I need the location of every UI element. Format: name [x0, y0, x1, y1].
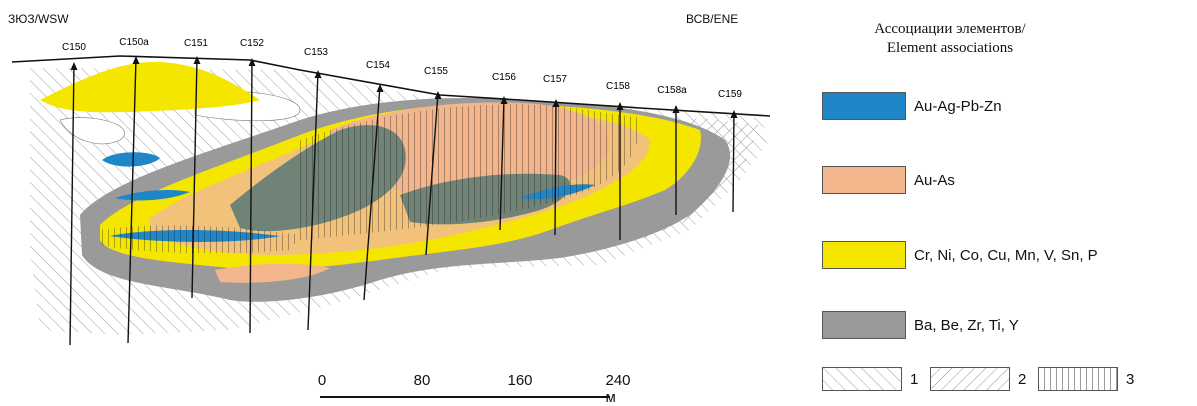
scale-tick-label: 0 [317, 372, 327, 389]
legend-pattern-label: 3 [1126, 370, 1135, 388]
borehole-line [732, 111, 735, 213]
legend-label: Au-Ag-Pb-Zn [914, 97, 1002, 115]
borehole-label: C153 [304, 47, 328, 58]
legend-swatch [822, 241, 906, 269]
borehole-group: C150 C150a C151 C152 C153 C154 C155 C156 C157 C15… [62, 37, 742, 346]
borehole-line [191, 57, 198, 299]
borehole-arrow-icon [314, 70, 322, 78]
borehole-label: C158 [606, 81, 630, 92]
borehole-label: C155 [424, 66, 448, 77]
borehole-arrow-icon [500, 96, 508, 104]
borehole-arrow-icon [248, 58, 256, 66]
legend-pattern-label: 1 [910, 370, 919, 388]
legend-swatch [822, 92, 906, 120]
legend-pattern-label: 2 [1018, 370, 1027, 388]
scale-tick-label: 80 [413, 372, 431, 389]
direction-left-label: ЗЮЗ/WSW [8, 12, 69, 26]
borehole-label: C159 [718, 89, 742, 100]
legend-item: Cr, Ni, Co, Cu, Mn, V, Sn, P [822, 240, 1098, 270]
borehole-line [425, 92, 439, 256]
borehole-line [69, 63, 75, 346]
legend-pattern-2: 2 [930, 366, 1026, 392]
borehole-line [249, 59, 253, 334]
legend-title: Ассоциации элементов/ Element associatio… [800, 20, 1100, 58]
legend-swatch [822, 166, 906, 194]
cross-section-drawing: C150 C150a C151 C152 C153 C154 C155 C156 C157 C15… [11, 37, 771, 346]
legend-title-line-2: Element associations [886, 40, 1014, 56]
borehole-arrow-icon [434, 91, 442, 99]
scale-tick-label: 160 [507, 372, 533, 389]
borehole-label: C151 [184, 38, 208, 49]
legend-item: Au-As [822, 165, 955, 195]
borehole-arrow-icon [672, 105, 680, 113]
direction-right-label: ВСВ/ENE [686, 12, 739, 26]
borehole-line [499, 97, 505, 231]
borehole-label: C157 [543, 74, 567, 85]
borehole-label: C150a [119, 37, 149, 48]
legend-item: Ba, Be, Zr, Ti, Y [822, 310, 1019, 340]
borehole-line [554, 100, 557, 236]
scale-bar-line [320, 396, 610, 398]
borehole-line [127, 57, 137, 344]
borehole-arrow-icon [70, 62, 78, 70]
borehole-arrow-icon [193, 56, 201, 64]
borehole-line [363, 85, 381, 301]
borehole-label: C158a [657, 85, 687, 96]
legend-label: Ba, Be, Zr, Ti, Y [914, 316, 1019, 334]
scale-bar: 0 80 160 240 м [300, 372, 631, 406]
blue-zone-au-ag [102, 152, 160, 167]
borehole-line [307, 71, 319, 331]
legend: Ассоциации элементов/ Element associatio… [800, 0, 1197, 400]
legend-item: Au-Ag-Pb-Zn [822, 91, 1002, 121]
borehole-arrow-icon [376, 84, 384, 92]
borehole-arrow-icon [616, 102, 624, 110]
cross-section: ЗЮЗ/WSW ВСВ/ENE [8, 12, 771, 346]
borehole-label: C152 [240, 38, 264, 49]
borehole-arrow-icon [730, 110, 738, 118]
legend-label: Au-As [914, 171, 955, 189]
pattern-3-zone [300, 104, 640, 241]
legend-label: Cr, Ni, Co, Cu, Mn, V, Sn, P [914, 246, 1098, 264]
scale-tick-label: 240 м [605, 372, 631, 406]
borehole-label: C150 [62, 42, 86, 53]
borehole-label: C156 [492, 72, 516, 83]
borehole-label: C154 [366, 60, 390, 71]
legend-title-line-1: Ассоциации элементов/ [874, 21, 1026, 37]
borehole-arrow-icon [552, 99, 560, 107]
legend-pattern-3: 3 [1038, 366, 1134, 392]
legend-pattern-1: 1 [822, 366, 918, 392]
borehole-arrow-icon [132, 56, 140, 64]
legend-swatch [822, 311, 906, 339]
